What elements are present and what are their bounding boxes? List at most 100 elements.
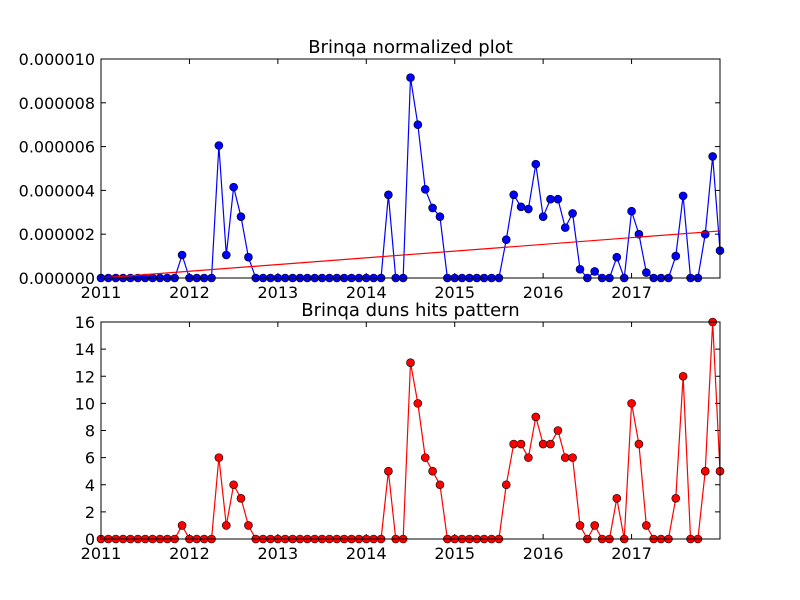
data-point [177,521,187,530]
data-point [524,204,533,214]
y-tick-label: 4 [85,476,95,495]
data-point [413,120,423,129]
data-point [509,439,518,449]
y-tick-label: 14 [75,340,95,359]
trend-line [100,230,721,279]
y-tick-label: 6 [85,449,95,468]
x-tick-label: 2013 [257,544,298,563]
data-point [612,494,622,503]
data-point [700,466,710,476]
x-tick-label: 2014 [346,544,387,563]
x-tick-label: 2017 [611,544,652,563]
y-tick-label: 8 [85,422,95,441]
chart-title: Brinqa normalized plot [308,37,513,58]
y-tick-label: 0.000008 [19,94,95,113]
y-tick-label: 12 [75,367,95,386]
data-point [627,399,636,408]
data-point [590,521,599,530]
data-point [560,223,570,232]
data-point [229,182,238,192]
data-point [524,453,533,462]
x-tick-label: 2012 [169,544,210,563]
data-point [531,159,541,169]
data-point [435,480,445,490]
y-tick-label: 0.000002 [19,225,95,244]
chart-title: Brinqa duns hits pattern [301,300,519,321]
data-point [546,194,555,204]
data-point [222,250,231,260]
data-point [634,229,644,239]
x-tick-label: 2016 [523,283,564,302]
data-point [642,521,651,530]
axes-frame [100,321,721,540]
x-tick-label: 2015 [434,283,475,302]
data-point [384,466,393,476]
data-point [236,212,246,221]
data-point [590,267,599,276]
data-point [568,209,577,218]
data-point [671,494,681,503]
data-point [708,152,717,161]
x-tick-label: 2016 [523,544,564,563]
data-point [214,141,224,150]
data-point [214,453,224,462]
y-tick-label: 0.000010 [19,50,95,69]
data-point [546,439,555,449]
data-point [244,521,253,530]
data-point [384,190,393,200]
x-tick-label: 2017 [611,283,652,302]
y-tick-label: 0.000006 [19,138,95,157]
y-tick-label: 10 [75,394,95,413]
y-tick-label: 2 [85,503,95,522]
data-point [435,212,445,221]
y-tick-label: 0.000000 [19,269,95,288]
data-point [501,480,511,490]
data-point [627,206,636,216]
x-tick-label: 2013 [257,283,298,302]
data-point [222,521,231,530]
data-point [229,480,238,490]
data-point [420,453,430,462]
data-point [428,203,437,213]
data-point [236,494,246,503]
x-tick-label: 2011 [81,544,122,563]
axes-frame [100,58,721,279]
x-tick-label: 2011 [81,283,122,302]
x-tick-label: 2015 [434,544,475,563]
data-point [568,453,577,462]
data-point [516,439,526,449]
data-point [678,191,688,201]
data-point [244,252,253,262]
data-point [560,453,570,462]
data-point [678,371,688,381]
x-tick-label: 2012 [169,283,210,302]
data-point [671,251,681,261]
data-line [101,321,721,541]
data-point [420,185,430,194]
y-tick-label: 0.000004 [19,181,95,200]
data-point [553,194,563,204]
data-point [501,235,511,244]
y-tick-label: 16 [75,313,95,332]
data-point [575,264,585,274]
data-point [575,521,585,530]
data-point [413,399,423,408]
x-tick-label: 2014 [346,283,387,302]
data-line [101,77,721,279]
data-point [406,73,415,82]
data-point [538,439,548,449]
data-point [612,252,622,262]
data-point [553,426,563,435]
data-point [531,412,541,422]
data-point [642,268,651,277]
data-point [516,202,526,212]
data-point [634,439,644,449]
data-point [406,358,415,367]
data-point [177,250,187,260]
data-point [538,212,548,221]
y-tick-label: 0 [85,530,95,549]
data-point [428,466,437,476]
data-point [509,190,518,200]
